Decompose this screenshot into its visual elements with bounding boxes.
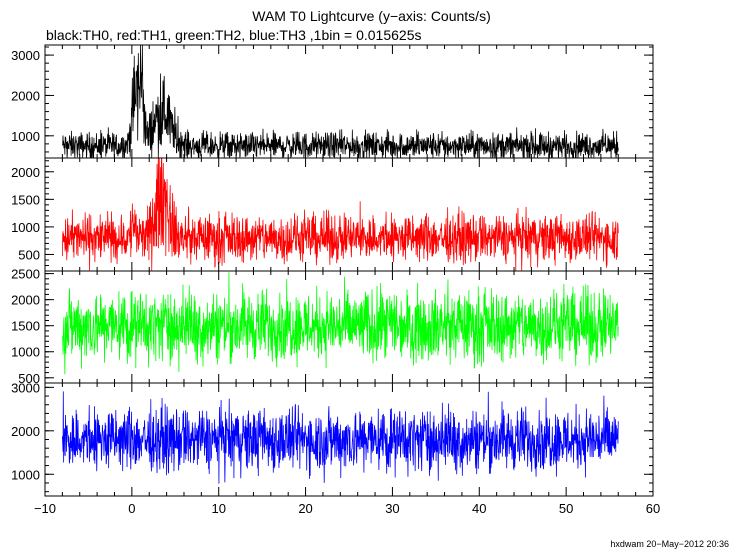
- x-tick-label: 0: [128, 501, 135, 516]
- y-tick-label: 1500: [11, 319, 40, 334]
- series-line-th0: [61, 44, 619, 159]
- footer-timestamp: hxdwam 20−May−2012 20:36: [610, 539, 729, 549]
- x-tick-label: 10: [211, 501, 225, 516]
- x-tick-label: 20: [298, 501, 312, 516]
- x-tick-label: 40: [472, 501, 486, 516]
- y-tick-label: 1000: [11, 129, 40, 144]
- y-tick-label: 2500: [11, 267, 40, 282]
- y-tick-label: 1000: [11, 345, 40, 360]
- y-tick-label: 3000: [11, 48, 40, 63]
- series-line-th3: [61, 391, 619, 484]
- series-line-th1: [61, 157, 619, 272]
- y-tick-label: 2000: [11, 293, 40, 308]
- chart-subtitle: black:TH0, red:TH1, green:TH2, blue:TH3 …: [46, 27, 422, 43]
- y-tick-label: 1500: [11, 192, 40, 207]
- chart-title: WAM T0 Lightcurve (y−axis: Counts/s): [252, 8, 491, 24]
- x-tick-label: 30: [385, 501, 399, 516]
- x-tick-label: 50: [559, 501, 573, 516]
- y-tick-label: 3000: [11, 380, 40, 395]
- x-tick-label: −10: [34, 501, 56, 516]
- y-tick-label: 2000: [11, 165, 40, 180]
- y-tick-label: 500: [18, 247, 40, 262]
- y-tick-label: 500: [18, 371, 40, 386]
- y-tick-label: 1000: [11, 467, 40, 482]
- y-tick-label: 2000: [11, 424, 40, 439]
- y-tick-label: 1000: [11, 220, 40, 235]
- series-line-th2: [62, 272, 619, 375]
- y-tick-label: 2000: [11, 88, 40, 103]
- x-tick-label: 60: [646, 501, 660, 516]
